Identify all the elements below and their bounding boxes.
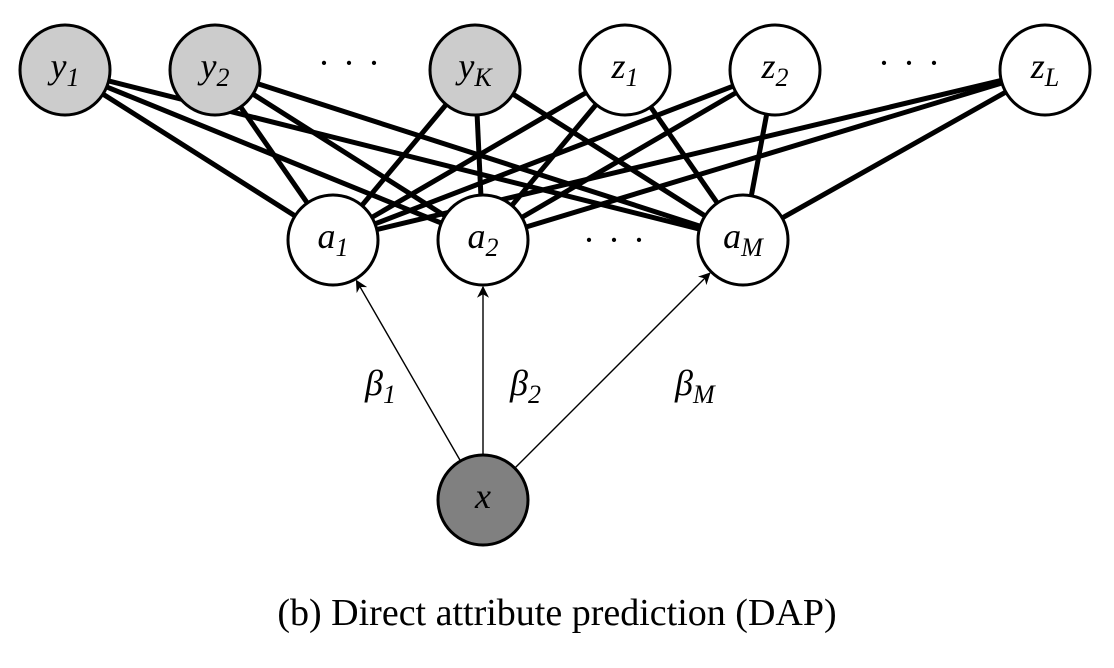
ellipsis-0: · · · bbox=[318, 43, 382, 83]
edge-label-x-a2: β2 bbox=[509, 363, 541, 409]
edge-zL-aM bbox=[782, 92, 1006, 218]
dap-diagram: β1β2βMy1y2yKz1z2zLa1a2aMx· · ·· · ·· · ·… bbox=[0, 0, 1114, 668]
caption: (b) Direct attribute prediction (DAP) bbox=[277, 592, 836, 634]
edge-layer bbox=[103, 80, 1006, 468]
ellipsis-2: · · · bbox=[583, 220, 647, 260]
node-label-x: x bbox=[474, 476, 491, 516]
edge-label-x-aM: βM bbox=[674, 363, 716, 409]
ellipsis-1: · · · bbox=[878, 43, 942, 83]
edge-label-x-a1: β1 bbox=[364, 363, 396, 409]
